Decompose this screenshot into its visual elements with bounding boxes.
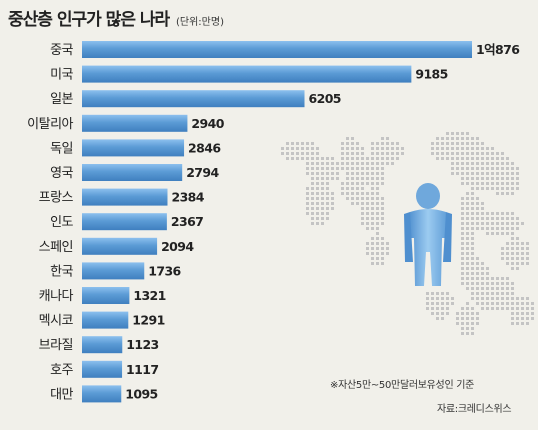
bar: [82, 336, 123, 354]
bar: [82, 311, 129, 329]
value-label: 9185: [415, 67, 447, 82]
bar: [82, 139, 185, 157]
chart-note: ※자산5만~50만달러보유성인 기준: [330, 379, 474, 391]
category-label: 호주: [50, 363, 73, 378]
value-label: 2794: [186, 165, 219, 180]
category-label: 중국: [50, 43, 73, 58]
bar: [82, 237, 158, 255]
bar: [82, 287, 130, 304]
chart-title: 중산층 인구가 많은 나라: [8, 10, 171, 30]
person-figure-icon: [404, 183, 452, 286]
category-label: 인도: [50, 215, 73, 230]
bar: [82, 90, 305, 108]
bar: [82, 262, 145, 280]
value-label: 1736: [148, 263, 181, 278]
category-label: 이탈리아: [27, 117, 73, 132]
value-label: 1117: [126, 362, 158, 377]
category-label: 미국: [50, 68, 73, 83]
value-label: 1억876: [476, 42, 520, 57]
value-label: 1291: [132, 313, 164, 328]
category-label: 독일: [50, 141, 73, 156]
bar: [82, 114, 188, 132]
value-label: 6205: [309, 91, 341, 106]
value-label: 2384: [171, 190, 204, 205]
chart-source: 자료:크레디스위스: [437, 402, 511, 415]
category-label: 스페인: [39, 240, 73, 255]
category-label: 프랑스: [39, 191, 74, 206]
value-label: 1095: [125, 386, 157, 401]
bar: [82, 65, 412, 83]
category-label: 대만: [50, 387, 73, 402]
bar: [82, 213, 167, 231]
value-label: 1321: [133, 288, 165, 303]
bars-group: 중국 1억876 미국 9185 일본 6205 이탈리아 2940 독일 2846 영국 2794 프…: [27, 41, 521, 403]
bar: [82, 41, 472, 58]
category-label: 브라질: [39, 338, 73, 353]
bar: [82, 360, 123, 378]
value-label: 2367: [171, 214, 203, 229]
category-label: 일본: [50, 92, 73, 107]
chart-unit: (단위:만명): [176, 15, 224, 28]
category-label: 영국: [50, 166, 73, 181]
bar: [82, 188, 168, 206]
value-label: 1123: [126, 337, 158, 352]
category-label: 캐나다: [39, 289, 74, 304]
category-label: 한국: [50, 264, 73, 279]
bar: [82, 164, 183, 181]
bar: [82, 385, 122, 403]
category-label: 멕시코: [39, 314, 74, 329]
value-label: 2094: [161, 239, 194, 254]
value-label: 2846: [188, 140, 221, 155]
value-label: 2940: [191, 116, 224, 131]
world-map-icon: [281, 132, 534, 335]
